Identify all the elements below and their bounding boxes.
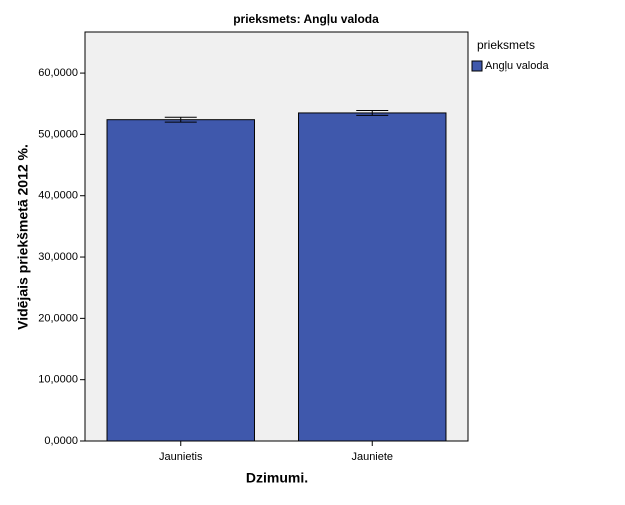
y-tick-label: 20,0000 xyxy=(38,312,78,324)
error-bar xyxy=(356,109,389,116)
y-tick-label: 0,0000 xyxy=(44,435,78,447)
y-axis-label: Vidējais priekšmetā 2012 %. xyxy=(15,144,31,330)
y-tick-label: 30,0000 xyxy=(38,251,78,263)
legend-swatch xyxy=(471,60,483,72)
y-tick-label: 40,0000 xyxy=(38,190,78,202)
x-tick-label: Jaunietis xyxy=(159,451,203,463)
bar xyxy=(298,112,447,442)
y-tick-label: 60,0000 xyxy=(38,67,78,79)
legend-title: prieksmets xyxy=(477,38,535,52)
legend-label: Angļu valoda xyxy=(485,60,549,72)
x-axis-label: Dzimumi. xyxy=(246,470,308,486)
error-bar xyxy=(164,116,197,123)
y-tick-label: 50,0000 xyxy=(38,128,78,140)
x-tick-label: Jauniete xyxy=(351,451,393,463)
chart-title: prieksmets: Angļu valoda xyxy=(233,12,379,26)
y-tick-label: 10,0000 xyxy=(38,374,78,386)
bar xyxy=(106,119,255,442)
